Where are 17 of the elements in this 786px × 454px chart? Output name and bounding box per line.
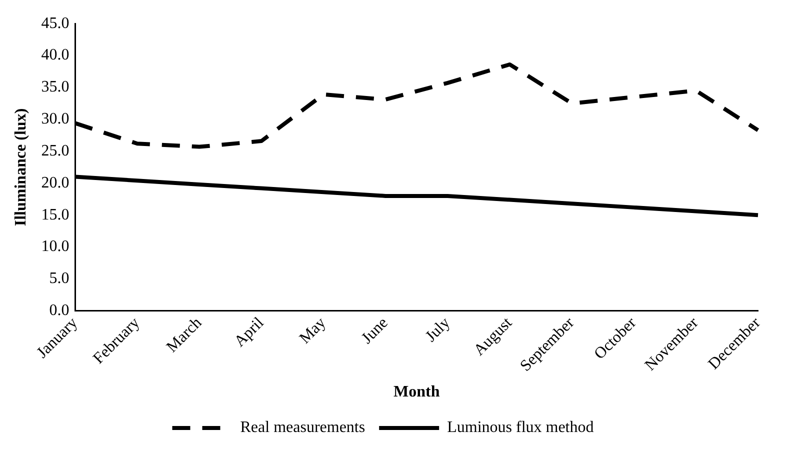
- y-tick-label: 15.0: [41, 206, 70, 224]
- y-tick-label: 5.0: [49, 270, 70, 288]
- y-tick-label: 25.0: [41, 142, 70, 160]
- y-axis-title: Illuminance (lux): [12, 108, 30, 226]
- y-tick-label: 45.0: [41, 14, 70, 32]
- x-axis-title: Month: [393, 384, 440, 401]
- x-tick-label: May: [296, 314, 330, 348]
- y-tick-label: 10.0: [41, 238, 70, 256]
- x-tick-label: June: [358, 314, 392, 348]
- y-tick-label: 20.0: [41, 174, 70, 192]
- y-tick-label: 30.0: [41, 110, 70, 128]
- y-tick-label: 0.0: [49, 302, 70, 320]
- legend-label: Luminous flux method: [447, 419, 594, 436]
- x-tick-label: July: [422, 314, 454, 346]
- y-tick-label: 35.0: [41, 78, 70, 96]
- legend-label: Real measurements: [240, 419, 366, 436]
- y-tick-label: 40.0: [41, 46, 70, 64]
